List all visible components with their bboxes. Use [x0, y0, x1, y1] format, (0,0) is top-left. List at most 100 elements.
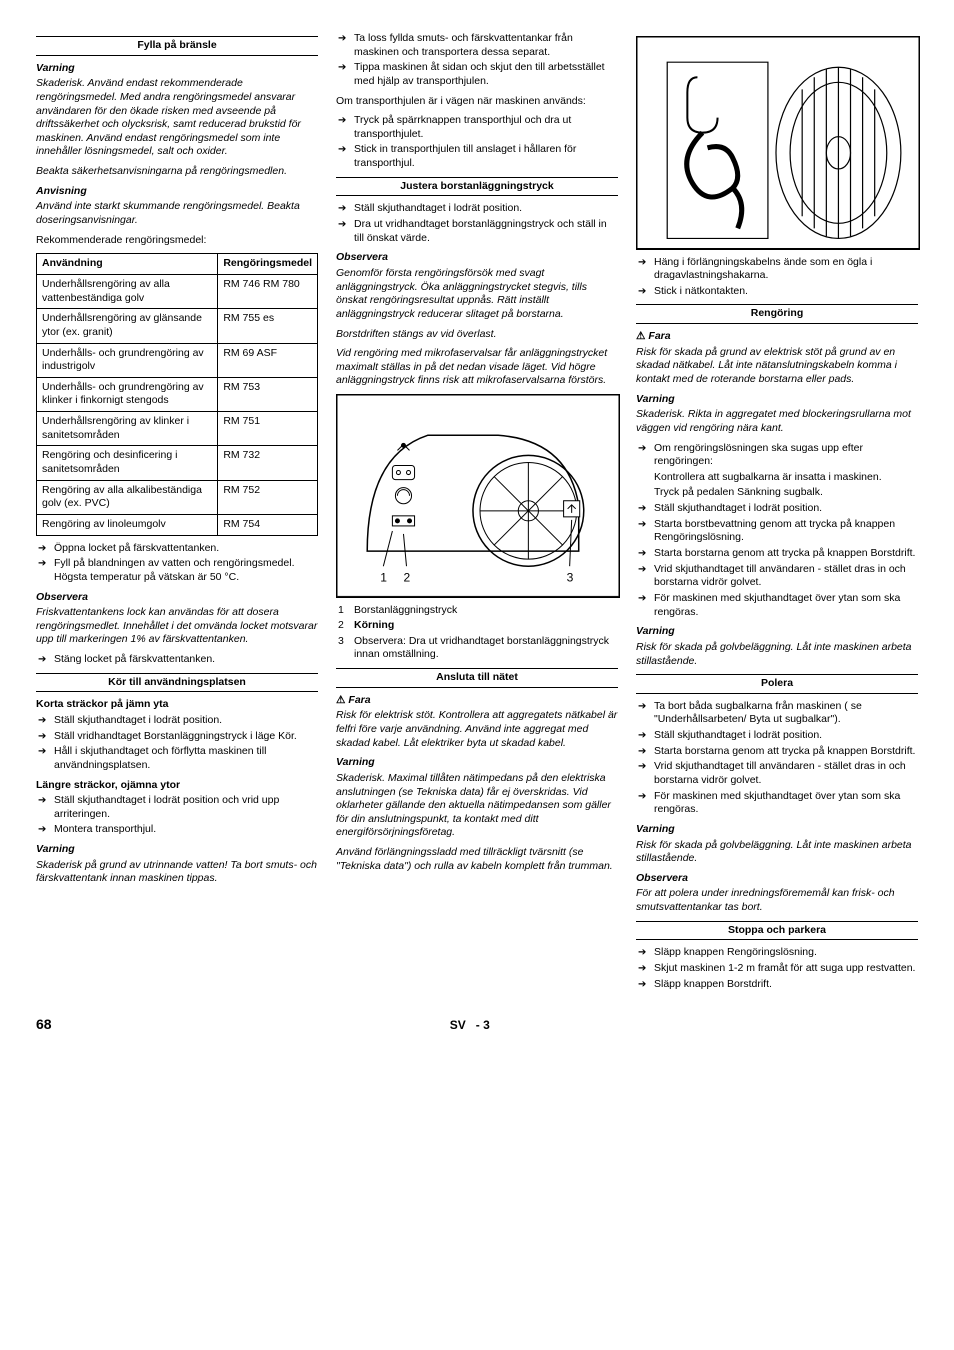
footer-sub: 3 [483, 1018, 490, 1032]
list-item: Ställ skjuthandtaget i lodrät position. [36, 714, 318, 728]
step-list: Ta bort båda sugbalkarna från maskinen (… [636, 700, 918, 817]
warning-text: Skaderisk. Maximal tillåten nätimpedans … [336, 772, 618, 840]
detergent-table: Användning Rengöringsmedel Underhållsren… [36, 253, 318, 535]
note-text-2: Rekommenderade rengöringsmedel: [36, 234, 318, 248]
list-item: Vrid skjuthandtaget till användaren - st… [636, 760, 918, 787]
list-item: Starta borstbevattning genom att trycka … [636, 518, 918, 545]
table-cell: Rengöring och desinficering i sanitetsom… [37, 446, 218, 480]
observe-text: För att polera under inredningsförememål… [636, 887, 918, 914]
table-cell: Underhållsrengöring av klinker i sanitet… [37, 412, 218, 446]
list-item: Ställ skjuthandtaget i lodrät position. [636, 502, 918, 516]
step-list: Ställ skjuthandtaget i lodrät position o… [36, 794, 318, 837]
danger-heading: Fara [336, 694, 618, 708]
list-item: Starta borstarna genom att trycka på kna… [636, 745, 918, 759]
table-cell: RM 746 RM 780 [218, 274, 318, 308]
cable-hook-diagram [636, 36, 920, 250]
list-item: Stick in transporthjulen till anslaget i… [336, 143, 618, 170]
table-cell: Underhålls- och grundrengöring av indust… [37, 343, 218, 377]
list-subtext: Kontrollera att sugbalkarna är insatta i… [654, 471, 918, 485]
warning-text: Skaderisk på grund av utrinnande vatten!… [36, 859, 318, 886]
table-row: Underhålls- och grundrengöring av indust… [37, 343, 318, 377]
table-row: Underhållsrengöring av glänsande ytor (e… [37, 309, 318, 343]
warning-text-2: Beakta säkerhetsanvisningarna på rengöri… [36, 165, 318, 179]
table-cell: Underhållsrengöring av alla vattenbestän… [37, 274, 218, 308]
note-heading: Anvisning [36, 185, 318, 199]
list-item: Ställ skjuthandtaget i lodrät position. [336, 202, 618, 216]
list-item: Vrid skjuthandtaget till användaren - st… [636, 563, 918, 590]
table-cell: Rengöring av alla alkalibeständiga golv … [37, 480, 218, 514]
list-item: För maskinen med skjuthandtaget över yta… [636, 592, 918, 619]
heading-stop: Stoppa och parkera [636, 921, 918, 941]
list-item: Öppna locket på färskvattentanken. [36, 542, 318, 556]
warning-heading: Varning [636, 823, 918, 837]
table-row: Rengöring av alla alkalibeständiga golv … [37, 480, 318, 514]
column-3: Häng i förlängningskabelns ände som en ö… [636, 30, 918, 997]
list-item: Montera transporthjul. [36, 823, 318, 837]
brush-pressure-diagram: 1 2 3 [336, 394, 620, 597]
page-footer: 68 SV - 3 [36, 1015, 918, 1034]
heading-polish: Polera [636, 674, 918, 694]
list-item: Släpp knappen Rengöringslösning. [636, 946, 918, 960]
danger-heading: Fara [636, 330, 918, 344]
footer-center: SV - 3 [450, 1018, 490, 1034]
heading-drive: Kör till användningsplatsen [36, 673, 318, 693]
list-item: Stick i nätkontakten. [636, 285, 918, 299]
table-cell: RM 752 [218, 480, 318, 514]
observe-text-2: Borstdriften stängs av vid överlast. [336, 328, 618, 342]
note-text: Använd inte starkt skummande rengöringsm… [36, 200, 318, 227]
list-item: Ställ skjuthandtaget i lodrät position o… [36, 794, 318, 821]
column-2: Ta loss fyllda smuts- och färskvattentan… [336, 30, 618, 997]
warning-heading: Varning [336, 756, 618, 770]
warning-heading: Varning [636, 625, 918, 639]
table-cell: RM 732 [218, 446, 318, 480]
step-list: Stäng locket på färskvattentanken. [36, 653, 318, 667]
step-list: Ställ skjuthandtaget i lodrät position. … [336, 202, 618, 245]
list-item: Fyll på blandningen av vatten och rengör… [36, 557, 318, 584]
list-item: Ta loss fyllda smuts- och färskvattentan… [336, 32, 618, 59]
warning-heading: Varning [36, 843, 318, 857]
step-list: Om rengöringslösningen ska sugas upp eft… [636, 442, 918, 620]
step-list: Ta loss fyllda smuts- och färskvattentan… [336, 32, 618, 89]
list-item: För maskinen med skjuthandtaget över yta… [636, 790, 918, 817]
danger-text: Risk för skada på grund av elektrisk stö… [636, 346, 918, 387]
list-item: 3Observera: Dra ut vridhandtaget borstan… [336, 635, 618, 662]
observe-text-3: Vid rengöring med mikrofaservalsar får a… [336, 347, 618, 388]
list-item: Om rengöringslösningen ska sugas upp eft… [636, 442, 918, 501]
table-cell: RM 755 es [218, 309, 318, 343]
table-row: Underhållsrengöring av alla vattenbestän… [37, 274, 318, 308]
heading-cleaning: Rengöring [636, 304, 918, 324]
subhead-short: Korta sträckor på jämn yta [36, 698, 318, 712]
legend-text: Observera: Dra ut vridhandtaget borstanl… [354, 635, 609, 661]
list-item: Skjut maskinen 1-2 m framåt för att suga… [636, 962, 918, 976]
table-cell: Underhålls- och grundrengöring av klinke… [37, 377, 218, 411]
step-list: Tryck på spärrknappen transporthjul och … [336, 114, 618, 171]
fig-label-1: 1 [380, 570, 387, 584]
list-item: Stäng locket på färskvattentanken. [36, 653, 318, 667]
table-cell: RM 754 [218, 514, 318, 535]
list-subtext: Tryck på pedalen Sänkning sugbalk. [654, 486, 918, 500]
observe-heading: Observera [636, 872, 918, 886]
list-item: Ställ vridhandtaget Borstanläggningstryc… [36, 730, 318, 744]
step-list: Släpp knappen Rengöringslösning. Skjut m… [636, 946, 918, 991]
table-cell: Rengöring av linoleumgolv [37, 514, 218, 535]
footer-dash: - [476, 1018, 480, 1032]
heading-connect: Ansluta till nätet [336, 668, 618, 688]
list-item: Dra ut vridhandtaget borstanläggningstry… [336, 218, 618, 245]
figure-legend: 1Borstanläggningstryck 2Körning 3Observe… [336, 604, 618, 663]
list-item: 2Körning [336, 619, 618, 633]
table-cell: RM 751 [218, 412, 318, 446]
observe-heading: Observera [36, 591, 318, 605]
heading-fuel: Fylla på bränsle [36, 36, 318, 56]
observe-text: Genomför första rengöringsförsök med sva… [336, 267, 618, 322]
column-1: Fylla på bränsle Varning Skaderisk. Anvä… [36, 30, 318, 997]
step-list: Häng i förlängningskabelns ände som en ö… [636, 256, 918, 299]
table-cell: RM 69 ASF [218, 343, 318, 377]
step-list: Ställ skjuthandtaget i lodrät position. … [36, 714, 318, 773]
list-item: Ta bort båda sugbalkarna från maskinen (… [636, 700, 918, 727]
legend-text: Borstanläggningstryck [354, 604, 457, 616]
observe-text: Friskvattentankens lock kan användas för… [36, 606, 318, 647]
table-row: Rengöring av linoleumgolvRM 754 [37, 514, 318, 535]
warning-heading: Varning [636, 393, 918, 407]
table-header-detergent: Rengöringsmedel [218, 254, 318, 275]
table-row: Rengöring och desinficering i sanitetsom… [37, 446, 318, 480]
